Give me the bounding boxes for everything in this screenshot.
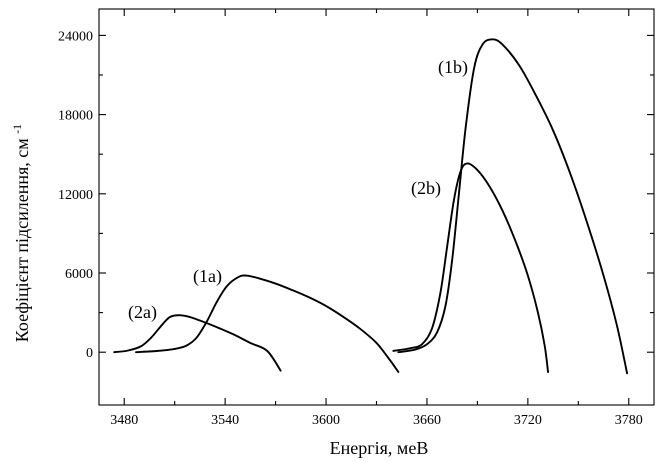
y-axis-title-main: Коефіцієнт підсилення, см xyxy=(12,138,32,342)
axes: 3480 3540 3600 3660 3720 3780 0 6000 12000 18000 2… xyxy=(58,8,655,428)
series-label-1b: (1b) xyxy=(438,57,468,78)
x-tick-label: 3660 xyxy=(413,413,441,428)
series-line-1b xyxy=(397,38,629,375)
y-tick-label: 24000 xyxy=(58,29,93,44)
series-line-2b xyxy=(392,162,549,373)
x-axis-title: Енергія, меВ xyxy=(330,438,429,458)
y-tick-label: 0 xyxy=(86,346,93,361)
x-tick-label: 3540 xyxy=(211,413,239,428)
x-tick-label: 3720 xyxy=(514,413,542,428)
y-axis-title: Коефіцієнт підсилення, см -1 xyxy=(10,124,32,342)
x-tick-label: 3480 xyxy=(110,413,138,428)
y-axis-title-group: Коефіцієнт підсилення, см -1 xyxy=(10,124,32,342)
x-tick-label: 3600 xyxy=(312,413,340,428)
x-tick-label: 3780 xyxy=(615,413,643,428)
series-lines xyxy=(113,38,629,375)
y-tick-label: 18000 xyxy=(58,109,93,124)
series-line-1a xyxy=(135,274,400,373)
series-label-1a: (1a) xyxy=(193,266,222,287)
series-label-2b: (2b) xyxy=(411,178,441,199)
series-label-2a: (2a) xyxy=(128,302,157,323)
y-tick-label: 12000 xyxy=(58,188,93,203)
series-line-2a xyxy=(113,314,282,372)
y-axis-title-superscript: -1 xyxy=(10,124,24,134)
plot-frame xyxy=(98,8,655,406)
y-tick-label: 6000 xyxy=(65,267,93,282)
series-labels: (2a) (1a) (2b) (1b) xyxy=(128,57,468,323)
